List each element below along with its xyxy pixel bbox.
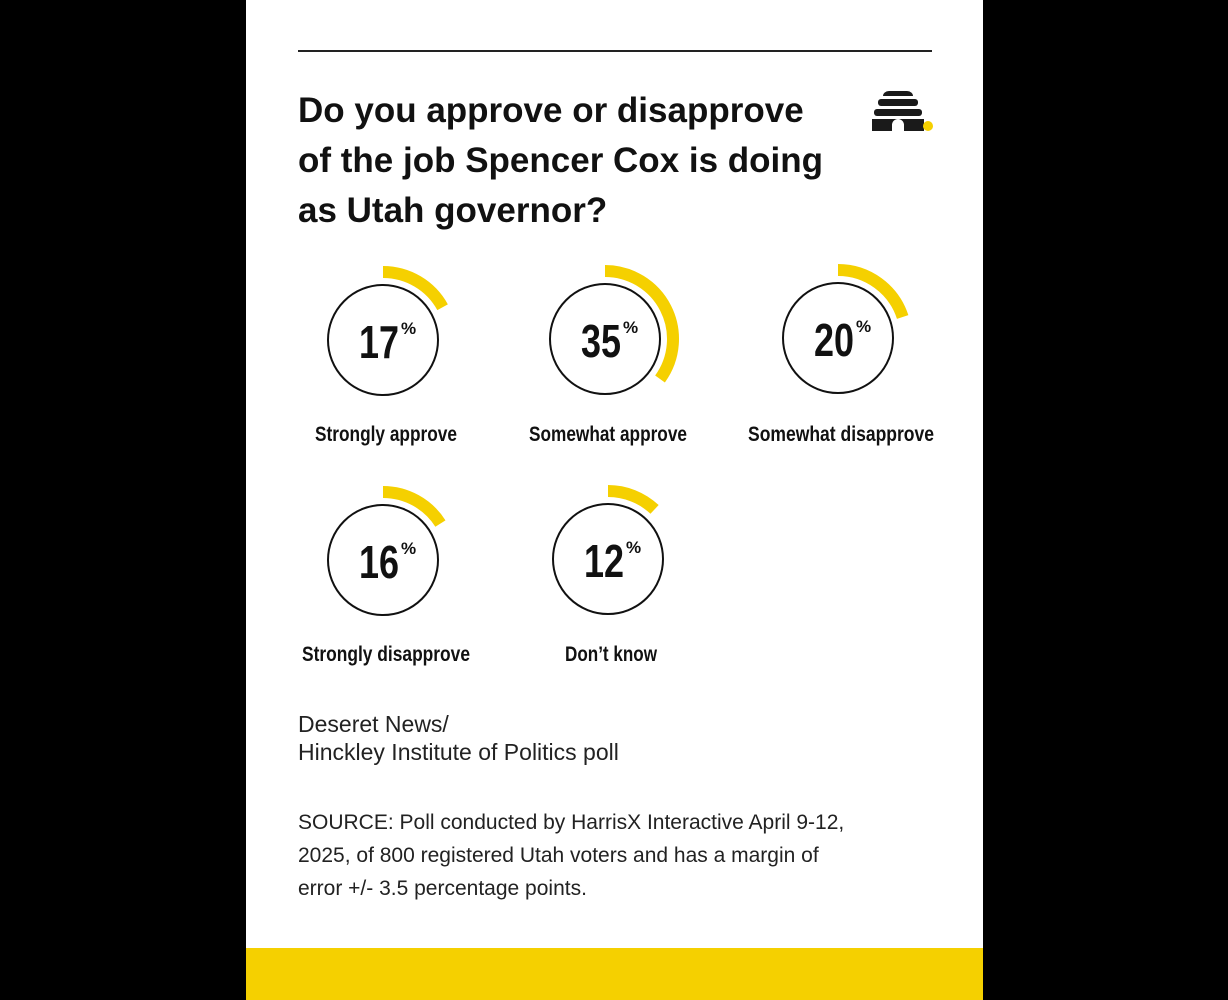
category-label: Strongly disapprove — [302, 643, 470, 666]
poll-card: Do you approve or disapprove of the job … — [246, 0, 983, 1000]
chart-title: Do you approve or disapprove of the job … — [298, 86, 878, 236]
data-label-value: 17 — [359, 316, 399, 368]
title-line: Do you approve or disapprove — [298, 91, 804, 130]
data-label-value: 35 — [581, 315, 621, 367]
note-line: 2025, of 800 registered Utah voters and … — [298, 844, 819, 867]
beehive-icon — [872, 91, 933, 131]
donut-ring — [552, 503, 664, 615]
data-label-unit: % — [623, 318, 638, 337]
category-label: Strongly approve — [315, 423, 457, 446]
donut-charts: 17 % Strongly approve 35 % Somewhat approve 20… — [302, 264, 934, 666]
data-label-unit: % — [401, 319, 416, 338]
top-rule — [298, 50, 932, 52]
source-credit: Deseret News/ Hinckley Institute of Poli… — [298, 710, 619, 766]
donut-ring — [782, 282, 894, 394]
category-label: Somewhat approve — [529, 423, 687, 446]
note-line: SOURCE: Poll conducted by HarrisX Intera… — [298, 811, 845, 834]
title-line: of the job Spencer Cox is doing — [298, 141, 824, 180]
data-label-unit: % — [401, 539, 416, 558]
donut-segment — [382, 486, 446, 527]
data-label-unit: % — [626, 538, 641, 557]
note-line: error +/- 3.5 percentage points. — [298, 877, 587, 900]
category-label: Don’t know — [565, 643, 658, 666]
data-label-value: 12 — [584, 535, 624, 587]
donut-ring — [549, 283, 661, 395]
donut-segment — [837, 264, 909, 320]
category-label: Somewhat disapprove — [748, 423, 934, 446]
source-line: Deseret News/ — [298, 711, 449, 737]
source-line: Hinckley Institute of Politics poll — [298, 739, 619, 765]
donut-segment — [607, 485, 659, 514]
source-note: SOURCE: Poll conducted by HarrisX Intera… — [298, 806, 938, 905]
donut-ring — [327, 284, 439, 396]
donut-ring — [327, 504, 439, 616]
data-label-value: 20 — [814, 314, 854, 366]
footer-accent-bar — [246, 948, 983, 1000]
data-label-value: 16 — [359, 536, 399, 588]
title-line: as Utah governor? — [298, 191, 608, 230]
donut-segment — [604, 265, 679, 383]
donut-segment — [382, 266, 448, 311]
data-label-unit: % — [856, 317, 871, 336]
